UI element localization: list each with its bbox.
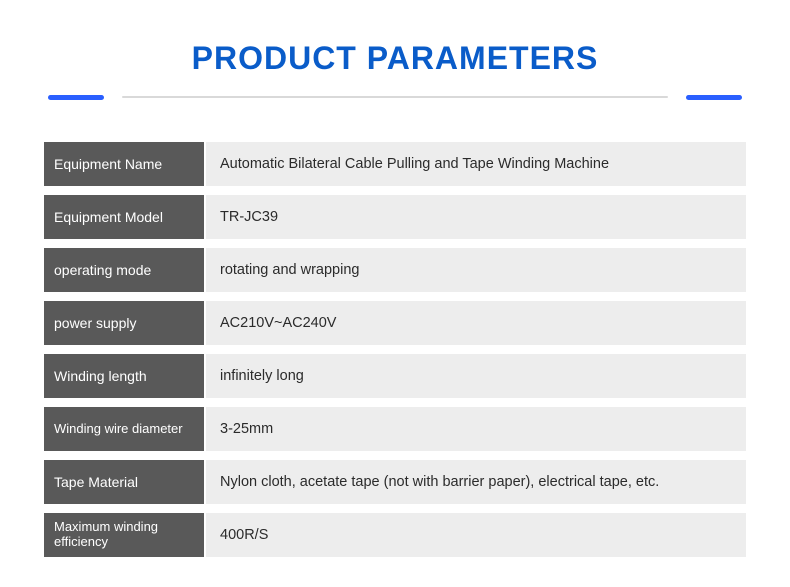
param-label: Tape Material bbox=[44, 460, 204, 504]
page-container: PRODUCT PARAMETERS Equipment Name Automa… bbox=[0, 0, 790, 557]
param-value: 3-25mm bbox=[206, 407, 746, 451]
table-row: power supply AC210V~AC240V bbox=[44, 301, 746, 345]
param-value: 400R/S bbox=[206, 513, 746, 557]
parameters-table: Equipment Name Automatic Bilateral Cable… bbox=[44, 142, 746, 557]
table-row: operating mode rotating and wrapping bbox=[44, 248, 746, 292]
param-value: AC210V~AC240V bbox=[206, 301, 746, 345]
table-row: Equipment Name Automatic Bilateral Cable… bbox=[44, 142, 746, 186]
divider-line bbox=[122, 96, 668, 98]
title-block: PRODUCT PARAMETERS bbox=[44, 40, 746, 100]
param-label: Winding length bbox=[44, 354, 204, 398]
param-value: TR-JC39 bbox=[206, 195, 746, 239]
table-row: Maximum winding efficiency 400R/S bbox=[44, 513, 746, 557]
table-row: Equipment Model TR-JC39 bbox=[44, 195, 746, 239]
param-label: Winding wire diameter bbox=[44, 407, 204, 451]
param-label: operating mode bbox=[44, 248, 204, 292]
param-label: Equipment Name bbox=[44, 142, 204, 186]
table-row: Tape Material Nylon cloth, acetate tape … bbox=[44, 460, 746, 504]
table-row: Winding wire diameter 3-25mm bbox=[44, 407, 746, 451]
param-label: Maximum winding efficiency bbox=[44, 513, 204, 557]
param-label: power supply bbox=[44, 301, 204, 345]
param-value: Nylon cloth, acetate tape (not with barr… bbox=[206, 460, 746, 504]
page-title: PRODUCT PARAMETERS bbox=[44, 40, 746, 77]
accent-bar-left bbox=[48, 95, 104, 100]
param-value: rotating and wrapping bbox=[206, 248, 746, 292]
accent-bar-right bbox=[686, 95, 742, 100]
table-row: Winding length infinitely long bbox=[44, 354, 746, 398]
param-value: infinitely long bbox=[206, 354, 746, 398]
title-underline bbox=[44, 95, 746, 100]
param-label: Equipment Model bbox=[44, 195, 204, 239]
param-value: Automatic Bilateral Cable Pulling and Ta… bbox=[206, 142, 746, 186]
